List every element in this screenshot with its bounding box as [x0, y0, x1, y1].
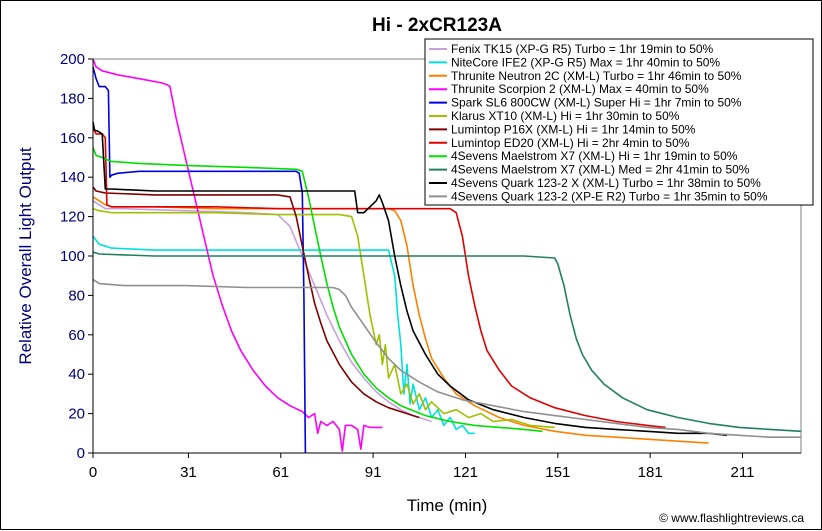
legend-label-6: Klarus XT10 (XM-L) Hi = 1hr 30min to 50% — [451, 109, 680, 123]
series-line-12 — [92, 278, 801, 438]
legend-label-12: 4Sevens Quark 123-2 (XP-E R2) Turbo = 1h… — [451, 189, 768, 203]
x-tick-label: 61 — [272, 464, 289, 481]
x-tick-label: 0 — [89, 464, 97, 481]
legend: Fenix TK15 (XP-G R5) Turbo = 1hr 19min t… — [424, 38, 814, 206]
legend-label-2: NiteCore IFE2 (XP-G R5) Max = 1hr 40min … — [451, 55, 720, 69]
y-tick-label: 60 — [68, 327, 85, 344]
legend-label-5: Spark SL6 800CW (XM-L) Super Hi = 1hr 7m… — [451, 96, 742, 110]
series-line-11 — [92, 121, 728, 437]
series-line-5 — [92, 66, 307, 454]
legend-label-10: 4Sevens Maelstrom X7 (XM-L) Med = 2hr 41… — [451, 163, 750, 177]
series-line-9 — [92, 147, 543, 433]
series-line-2 — [92, 235, 475, 435]
legend-label-7: Lumintop P16X (XM-L) Hi = 1hr 14min to 5… — [451, 122, 696, 136]
chart-title: Hi - 2xCR123A — [372, 15, 502, 36]
series-line-8 — [92, 127, 666, 429]
y-tick-label: 160 — [60, 130, 85, 147]
y-tick-label: 180 — [60, 90, 85, 107]
legend-box — [424, 38, 814, 206]
series-line-6 — [92, 207, 555, 429]
legend-label-1: Fenix TK15 (XP-G R5) Turbo = 1hr 19min t… — [451, 42, 714, 56]
x-ticks: 0 31 61 91 121 151 181 211 — [89, 453, 755, 481]
series-line-7 — [92, 186, 420, 419]
legend-label-11: 4Sevens Quark 123-2 X (XM-L) Turbo = 1hr… — [451, 176, 761, 190]
y-tick-label: 80 — [68, 287, 85, 304]
legend-label-9: 4Sevens Maelstrom X7 (XM-L) Hi = 1hr 19m… — [451, 149, 738, 163]
y-tick-label: 20 — [68, 406, 85, 423]
legend-label-8: Lumintop ED20 (XM-L) Hi = 2hr 4min to 50… — [451, 136, 690, 150]
y-ticks: 0 20 40 60 80 100 120 140 160 180 200 — [60, 51, 93, 462]
series-line-4 — [92, 58, 383, 452]
y-tick-label: 100 — [60, 248, 85, 265]
credit-text: © www.flashlightreviews.ca — [659, 511, 804, 525]
x-axis-title: Time (min) — [407, 496, 488, 515]
legend-label-3: Thrunite Neutron 2C (XM-L) Turbo = 1hr 4… — [451, 69, 742, 83]
y-axis-title: Relative Overall Light Output — [16, 147, 35, 365]
x-tick-label: 31 — [180, 464, 197, 481]
x-tick-label: 211 — [731, 464, 755, 481]
series-line-1 — [92, 200, 432, 423]
series-layer — [92, 58, 802, 454]
legend-label-4: Thrunite Scorpion 2 (XM-L) Max = 40min t… — [451, 82, 709, 96]
y-tick-label: 40 — [68, 366, 85, 383]
y-tick-label: 0 — [77, 445, 85, 462]
y-tick-label: 140 — [60, 169, 85, 186]
y-tick-label: 200 — [60, 51, 85, 68]
x-tick-label: 181 — [638, 464, 663, 481]
x-tick-label: 151 — [545, 464, 570, 481]
y-tick-label: 120 — [60, 209, 85, 226]
x-tick-label: 91 — [365, 464, 382, 481]
series-line-10 — [92, 251, 802, 433]
x-tick-label: 121 — [453, 464, 478, 481]
